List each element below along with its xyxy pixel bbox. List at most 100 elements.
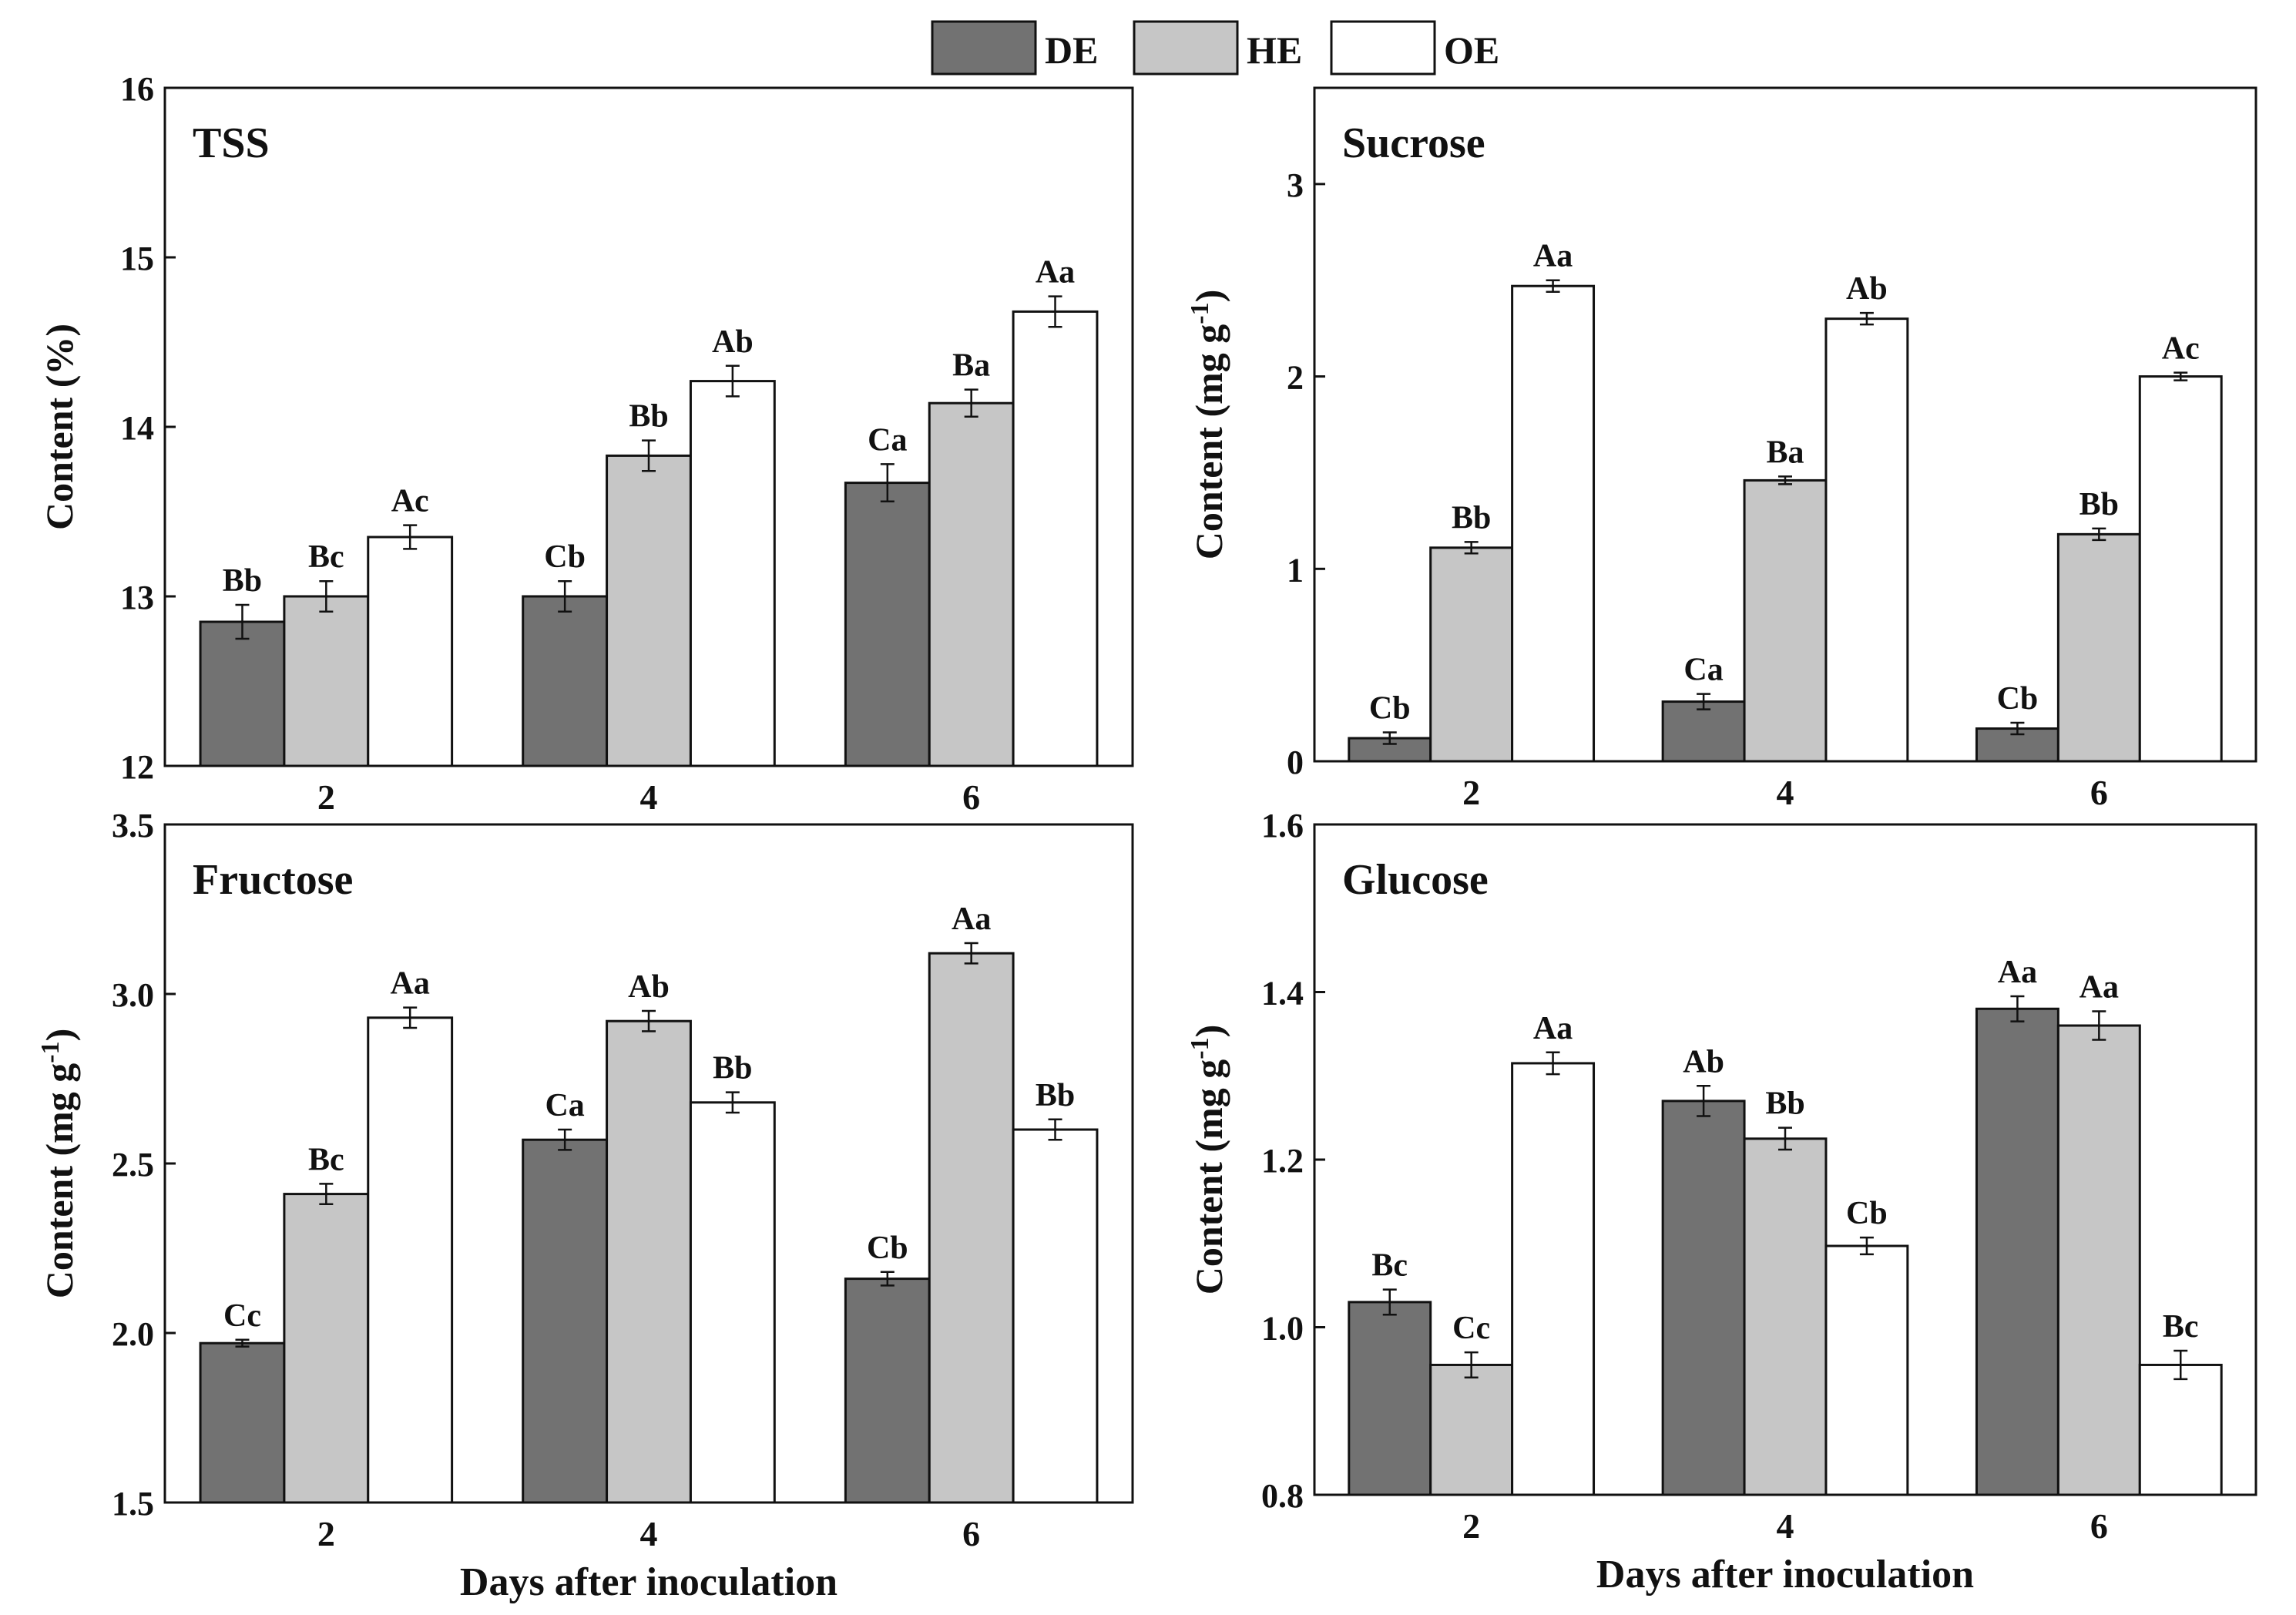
x-tick-label: 6	[962, 1514, 980, 1553]
significance-label: Bc	[308, 539, 344, 575]
y-tick-label: 1.0	[1261, 1310, 1304, 1348]
y-tick-label: 1.6	[1261, 807, 1304, 844]
significance-label: Bb	[223, 563, 262, 599]
x-tick-label: 4	[640, 1514, 658, 1553]
bar-oe	[2138, 375, 2223, 763]
y-tick-label: 1	[1287, 551, 1304, 589]
significance-label: Aa	[1533, 239, 1573, 274]
significance-label: Ab	[712, 324, 754, 360]
bar-he	[283, 595, 370, 767]
bar-de	[1975, 1007, 2059, 1496]
bar-he	[928, 952, 1015, 1504]
bar-he	[606, 454, 692, 767]
legend-swatch-de	[931, 20, 1037, 76]
significance-label: Aa	[1533, 1011, 1573, 1046]
y-axis-label: Content (mg g-1)	[1186, 290, 1230, 560]
bar-he	[283, 1193, 370, 1504]
x-tick-label: 4	[1777, 1506, 1794, 1546]
bar-de	[1348, 1301, 1432, 1496]
significance-label: Aa	[2079, 970, 2119, 1006]
bar-he	[1743, 1137, 1828, 1496]
bar-de	[522, 1138, 609, 1504]
significance-label: Ba	[1766, 435, 1804, 470]
significance-label: Bb	[2079, 487, 2119, 522]
panel-title: TSS	[193, 119, 270, 167]
y-tick-label: 3.5	[112, 807, 154, 844]
x-tick-label: 4	[640, 777, 658, 817]
panel-title: Sucrose	[1342, 119, 1485, 167]
significance-label: Cb	[1846, 1196, 1888, 1231]
significance-label: Bc	[2163, 1309, 2199, 1345]
x-axis-label: Days after inoculation	[460, 1560, 838, 1604]
x-tick-label: 2	[1462, 1506, 1480, 1546]
legend-swatch-he	[1133, 20, 1239, 76]
legend-swatch-oe	[1330, 20, 1436, 76]
x-tick-label: 2	[317, 1514, 335, 1553]
significance-label: Bb	[1036, 1078, 1075, 1113]
y-tick-label: 0	[1287, 744, 1304, 781]
y-tick-label: 12	[120, 748, 154, 786]
bar-oe	[689, 1101, 776, 1504]
x-tick-label: 6	[2090, 1506, 2108, 1546]
significance-label: Cb	[867, 1231, 908, 1266]
legend-label-oe: OE	[1444, 29, 1499, 72]
bar-oe	[1511, 284, 1596, 763]
bar-oe	[367, 536, 454, 767]
significance-label: Cc	[1452, 1311, 1490, 1346]
chart-panel-glucose: 0.8 1.0 1.2 1.4 1.6 Glucose Content (mg g-1) 2 4…	[1186, 807, 2257, 1597]
legend: DE HE OE	[931, 20, 1499, 76]
significance-label: Ac	[391, 484, 429, 519]
chart-panel-tss: 12 13 14 15 16 TSS Content (%) 2 4 6 Bb Cb Ca Bc Bb Ba A…	[38, 70, 1134, 817]
significance-label: Cb	[1369, 691, 1411, 727]
y-tick-label: 0.8	[1261, 1477, 1304, 1515]
y-tick-label: 15	[120, 240, 154, 277]
significance-label: Bb	[713, 1051, 752, 1086]
significance-label: Ab	[1846, 271, 1888, 307]
bar-de	[844, 482, 931, 767]
x-tick-label: 4	[1777, 773, 1794, 812]
significance-label: Ca	[545, 1088, 584, 1123]
legend-label-de: DE	[1045, 29, 1098, 72]
bar-oe	[2138, 1363, 2223, 1496]
bar-he	[2056, 1024, 2141, 1496]
significance-label: Aa	[1998, 955, 2037, 990]
significance-label: Ac	[2162, 331, 2200, 367]
bar-oe	[1012, 1128, 1099, 1504]
significance-label: Bb	[1452, 500, 1491, 536]
y-tick-label: 3	[1287, 166, 1304, 204]
significance-label: Ab	[1683, 1044, 1724, 1079]
y-axis-label: Content (mg g-1)	[36, 1029, 81, 1299]
y-axis-label: Content (%)	[38, 324, 81, 530]
y-tick-label: 3.0	[112, 976, 154, 1014]
bar-he	[1743, 478, 1828, 763]
significance-label: Bc	[1371, 1248, 1408, 1284]
y-tick-label: 1.4	[1261, 975, 1304, 1012]
y-tick-label: 16	[120, 70, 154, 108]
bar-oe	[689, 380, 776, 767]
significance-label: Cb	[544, 539, 586, 575]
x-tick-label: 2	[317, 777, 335, 817]
y-tick-label: 2.0	[112, 1315, 154, 1353]
bar-he	[1429, 546, 1514, 763]
y-tick-label: 2.5	[112, 1146, 154, 1184]
y-tick-label: 1.5	[112, 1485, 154, 1523]
bar-oe	[1824, 317, 1909, 763]
x-tick-label: 6	[2090, 773, 2108, 812]
y-tick-label: 1.2	[1261, 1142, 1304, 1180]
legend-label-he: HE	[1247, 29, 1302, 72]
significance-label: Cc	[223, 1298, 261, 1334]
bar-de	[1661, 700, 1746, 763]
y-tick-label: 14	[120, 409, 154, 447]
significance-label: Bb	[629, 399, 668, 435]
bar-de	[1661, 1100, 1746, 1496]
significance-label: Ca	[1683, 653, 1723, 688]
bar-de	[199, 620, 286, 767]
bar-oe	[1012, 310, 1099, 767]
bar-oe	[1511, 1062, 1596, 1496]
bar-oe	[1824, 1244, 1909, 1496]
significance-label: Ab	[628, 969, 670, 1005]
significance-label: Bb	[1765, 1086, 1804, 1122]
bar-he	[606, 1019, 692, 1504]
bar-he	[1429, 1363, 1514, 1496]
